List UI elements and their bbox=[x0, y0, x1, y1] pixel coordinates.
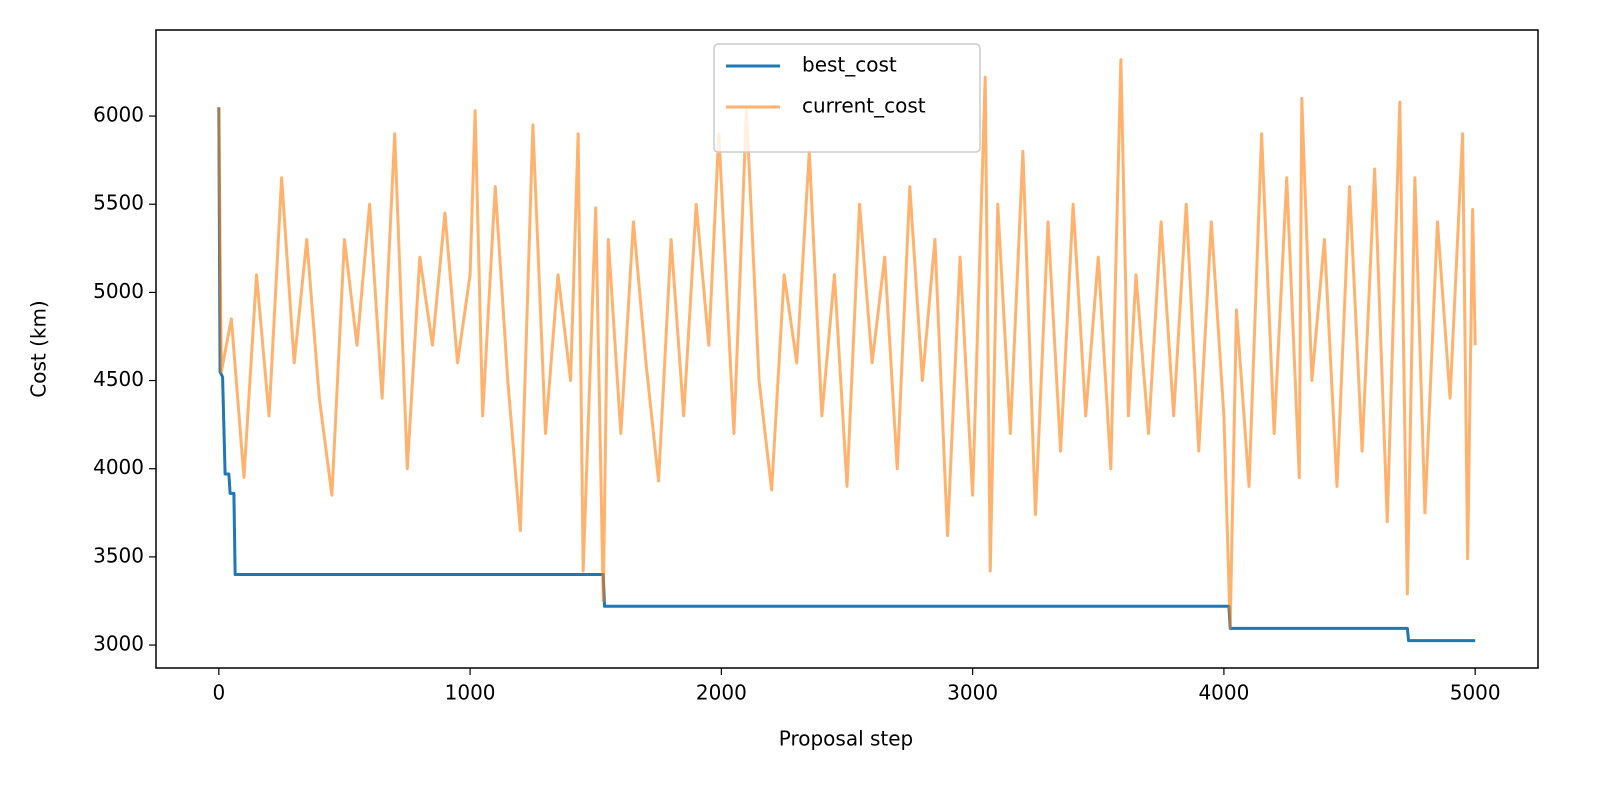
y-tick-label: 6000 bbox=[93, 103, 144, 127]
x-tick-label: 5000 bbox=[1450, 681, 1501, 705]
y-tick-label: 4500 bbox=[93, 367, 144, 391]
plot-frame bbox=[155, 29, 1539, 669]
x-tick-label: 0 bbox=[212, 681, 225, 705]
legend-label: current_cost bbox=[802, 94, 926, 118]
x-tick-label: 3000 bbox=[947, 681, 998, 705]
x-tick-label: 4000 bbox=[1198, 681, 1249, 705]
y-tick-label: 3500 bbox=[93, 543, 144, 567]
y-axis-label: Cost (km) bbox=[27, 300, 51, 398]
y-tick-label: 5000 bbox=[93, 279, 144, 303]
y-tick-label: 5500 bbox=[93, 191, 144, 215]
x-tick-label: 1000 bbox=[445, 681, 496, 705]
legend-label: best_cost bbox=[802, 53, 897, 77]
series-line bbox=[217, 107, 1476, 643]
y-tick-label: 3000 bbox=[93, 632, 144, 656]
x-axis-label: Proposal step bbox=[779, 727, 914, 751]
legend-box bbox=[713, 43, 981, 153]
x-tick-label: 2000 bbox=[696, 681, 747, 705]
series-line bbox=[217, 58, 1477, 629]
y-tick-label: 4000 bbox=[93, 455, 144, 479]
